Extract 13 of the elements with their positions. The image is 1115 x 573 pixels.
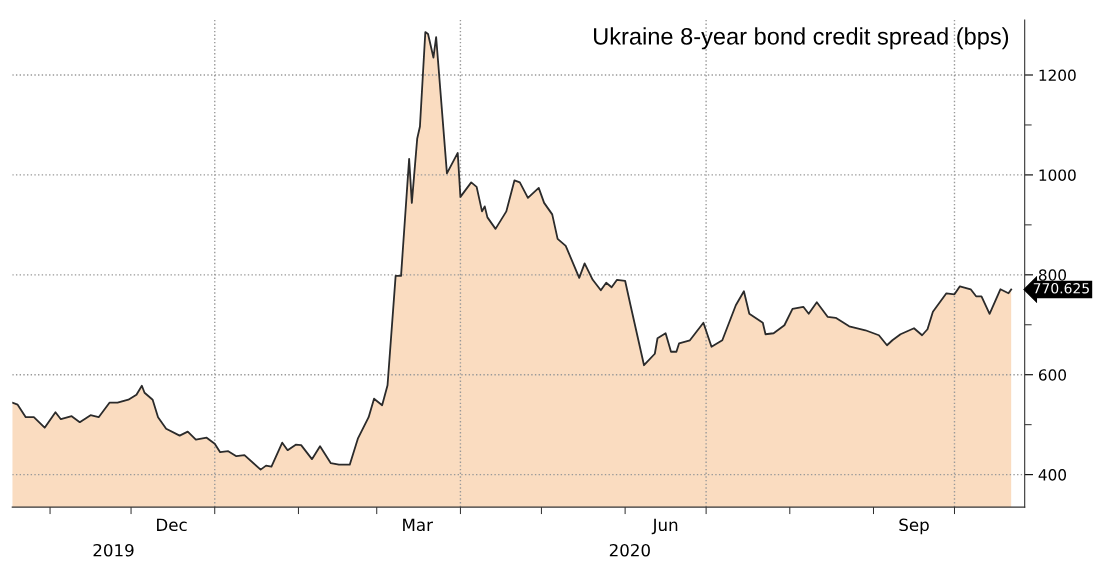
y-tick-label: 800 xyxy=(1038,269,1067,281)
y-tick-label: 1200 xyxy=(1039,69,1076,82)
annotation: 770.625 xyxy=(1033,283,1089,294)
y-tick-label: 1000 xyxy=(1039,169,1076,181)
y-tick-label: 400 xyxy=(1038,469,1067,481)
x-tick-label: Jun xyxy=(651,518,678,535)
x-tick-label: Sep xyxy=(899,518,929,535)
x-tick-label: Mar xyxy=(403,518,433,532)
x-tick-label: Dec xyxy=(157,518,187,532)
chart-title: Ukraine 8-year bond credit spread (bps) xyxy=(594,27,1009,50)
text: 2019 xyxy=(93,543,134,557)
y-tick-label: 600 xyxy=(1038,369,1067,381)
text: 2020 xyxy=(609,543,650,557)
